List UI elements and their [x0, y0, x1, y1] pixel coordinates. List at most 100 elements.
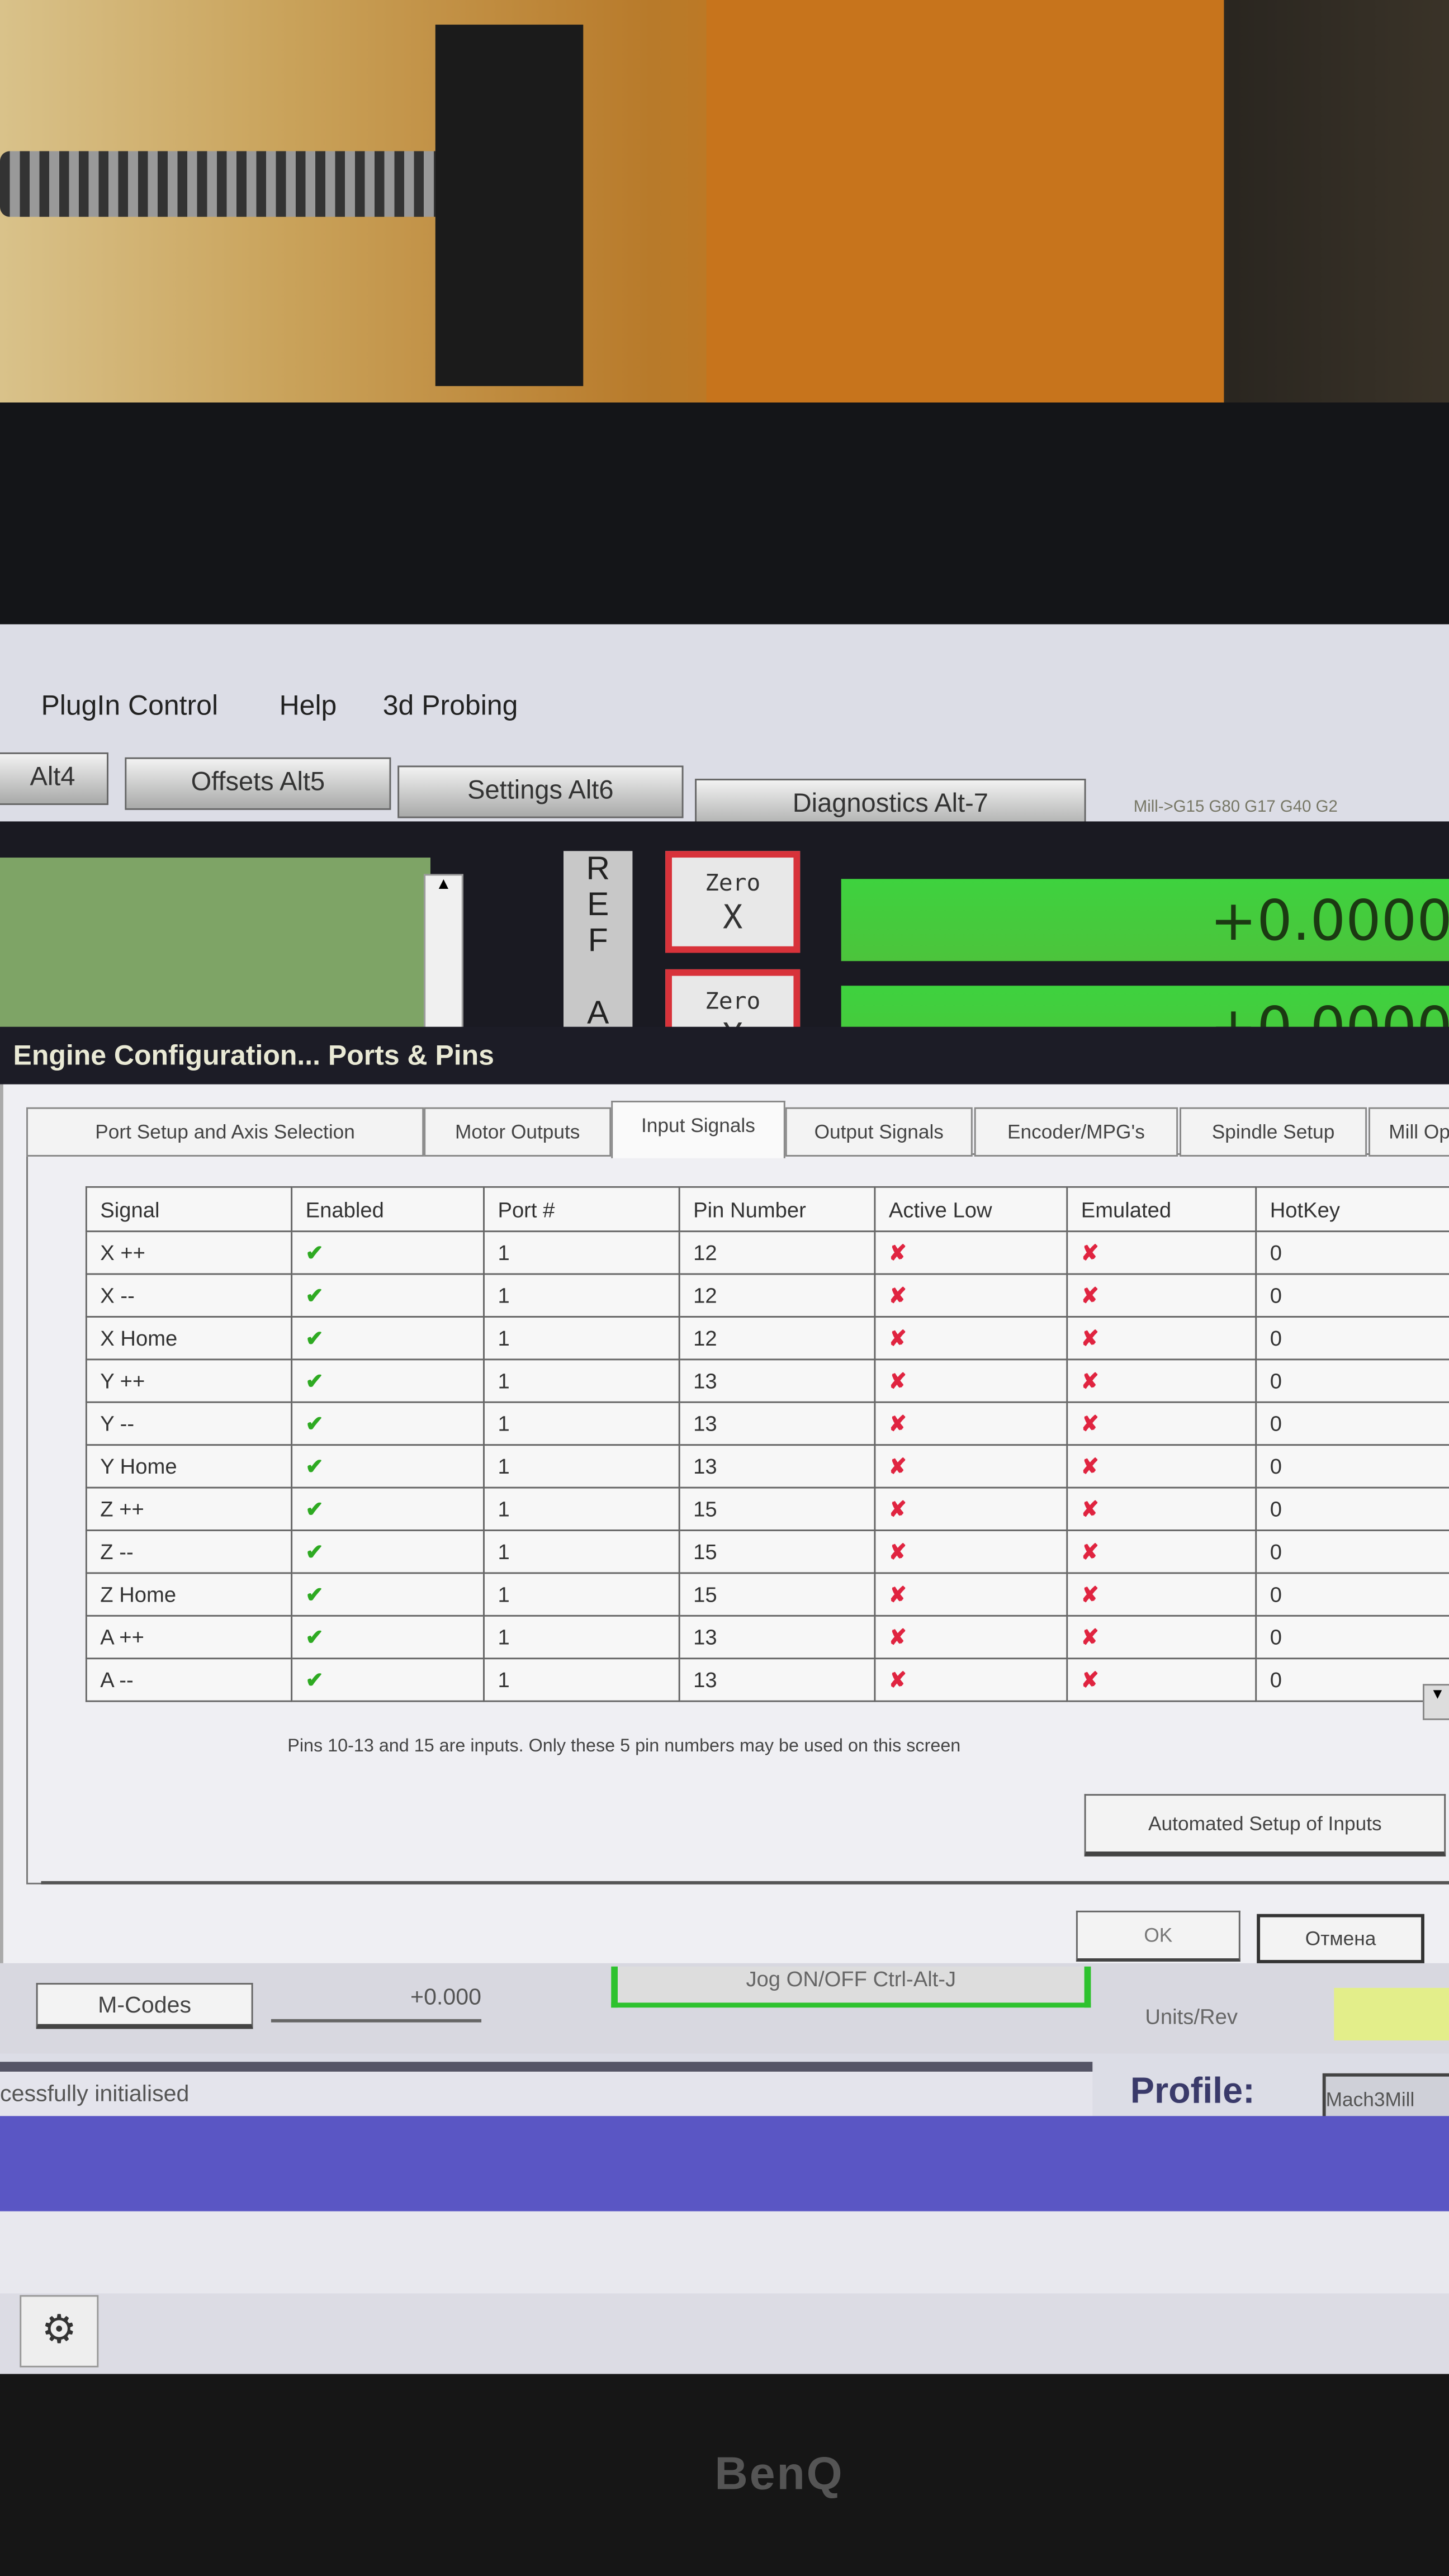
enabled-cell[interactable]: ✔: [291, 1572, 485, 1617]
cross-icon[interactable]: ✘: [888, 1282, 907, 1307]
hotkey-cell[interactable]: 0: [1255, 1530, 1449, 1574]
cross-icon[interactable]: ✘: [1081, 1581, 1099, 1606]
active-low-cell[interactable]: ✘: [874, 1530, 1068, 1574]
active-low-cell[interactable]: ✘: [874, 1401, 1068, 1446]
tab-spindle-setup[interactable]: Spindle Setup: [1180, 1107, 1367, 1157]
hotkey-cell[interactable]: 0: [1255, 1614, 1449, 1660]
check-icon[interactable]: ✔: [305, 1282, 324, 1307]
enabled-cell[interactable]: ✔: [291, 1273, 485, 1318]
check-icon[interactable]: ✔: [305, 1495, 324, 1521]
active-low-cell[interactable]: ✘: [874, 1230, 1068, 1275]
pin-cell[interactable]: 12: [678, 1315, 876, 1361]
hotkey-cell[interactable]: 0: [1255, 1401, 1449, 1446]
cross-icon[interactable]: ✘: [888, 1624, 907, 1649]
check-icon[interactable]: ✔: [305, 1453, 324, 1478]
pin-cell[interactable]: 15: [678, 1486, 876, 1531]
emulated-cell[interactable]: ✘: [1066, 1315, 1257, 1361]
hotkey-cell[interactable]: 0: [1255, 1572, 1449, 1617]
active-low-cell[interactable]: ✘: [874, 1315, 1068, 1361]
cross-icon[interactable]: ✘: [1081, 1538, 1099, 1564]
signal-cell[interactable]: Y ++: [85, 1358, 293, 1403]
signal-cell[interactable]: Z ++: [85, 1486, 293, 1531]
table-row[interactable]: Y Home ✔ 1 13 ✘ ✘ 0: [85, 1444, 1449, 1489]
jog-toggle-button[interactable]: Jog ON/OFF Ctrl-Alt-J: [611, 1966, 1091, 2008]
signal-cell[interactable]: X --: [85, 1273, 293, 1318]
cross-icon[interactable]: ✘: [888, 1581, 907, 1606]
hotkey-cell[interactable]: 0: [1255, 1273, 1449, 1318]
col-pin[interactable]: Pin Number: [678, 1186, 876, 1233]
tab-port-setup[interactable]: Port Setup and Axis Selection: [26, 1107, 424, 1157]
table-row[interactable]: A ++ ✔ 1 13 ✘ ✘ 0: [85, 1614, 1449, 1660]
col-active-low[interactable]: Active Low: [874, 1186, 1068, 1233]
table-row[interactable]: Z Home ✔ 1 15 ✘ ✘ 0: [85, 1572, 1449, 1617]
pin-cell[interactable]: 12: [678, 1230, 876, 1275]
mcodes-button[interactable]: M-Codes: [36, 1983, 253, 2029]
port-cell[interactable]: 1: [483, 1658, 680, 1702]
table-row[interactable]: Z ++ ✔ 1 15 ✘ ✘ 0: [85, 1486, 1449, 1531]
cross-icon[interactable]: ✘: [1081, 1453, 1099, 1478]
cross-icon[interactable]: ✘: [1081, 1624, 1099, 1649]
active-low-cell[interactable]: ✘: [874, 1486, 1068, 1531]
port-cell[interactable]: 1: [483, 1486, 680, 1531]
hotkey-cell[interactable]: 0: [1255, 1230, 1449, 1275]
enabled-cell[interactable]: ✔: [291, 1401, 485, 1446]
cross-icon[interactable]: ✘: [888, 1325, 907, 1350]
screen-tab-settings[interactable]: Settings Alt6: [397, 765, 684, 818]
col-enabled[interactable]: Enabled: [291, 1186, 485, 1233]
menu-plugin-control[interactable]: PlugIn Control: [41, 690, 219, 722]
enabled-cell[interactable]: ✔: [291, 1444, 485, 1489]
enabled-cell[interactable]: ✔: [291, 1358, 485, 1403]
port-cell[interactable]: 1: [483, 1315, 680, 1361]
active-low-cell[interactable]: ✘: [874, 1273, 1068, 1318]
check-icon[interactable]: ✔: [305, 1538, 324, 1564]
pin-cell[interactable]: 13: [678, 1614, 876, 1660]
mach3-taskbar-icon[interactable]: ⚙: [20, 2295, 99, 2367]
signal-cell[interactable]: Z Home: [85, 1572, 293, 1617]
enabled-cell[interactable]: ✔: [291, 1230, 485, 1275]
emulated-cell[interactable]: ✘: [1066, 1401, 1257, 1446]
pin-cell[interactable]: 15: [678, 1572, 876, 1617]
active-low-cell[interactable]: ✘: [874, 1572, 1068, 1617]
cross-icon[interactable]: ✘: [888, 1495, 907, 1521]
pin-cell[interactable]: 12: [678, 1273, 876, 1318]
col-hotkey[interactable]: HotKey: [1255, 1186, 1449, 1233]
enabled-cell[interactable]: ✔: [291, 1658, 485, 1702]
emulated-cell[interactable]: ✘: [1066, 1444, 1257, 1489]
enabled-cell[interactable]: ✔: [291, 1614, 485, 1660]
cancel-button[interactable]: Отмена: [1257, 1914, 1424, 1967]
cross-icon[interactable]: ✘: [1081, 1367, 1099, 1393]
port-cell[interactable]: 1: [483, 1572, 680, 1617]
cross-icon[interactable]: ✘: [1081, 1410, 1099, 1436]
table-row[interactable]: Z -- ✔ 1 15 ✘ ✘ 0: [85, 1530, 1449, 1574]
menu-help[interactable]: Help: [279, 690, 337, 722]
units-rev-field[interactable]: [1334, 1987, 1449, 2040]
automated-setup-button[interactable]: Automated Setup of Inputs: [1084, 1794, 1446, 1857]
ref-all-button[interactable]: REF A: [564, 851, 633, 1048]
cross-icon[interactable]: ✘: [888, 1666, 907, 1692]
cross-icon[interactable]: ✘: [1081, 1495, 1099, 1521]
col-emulated[interactable]: Emulated: [1066, 1186, 1257, 1233]
tab-output-signals[interactable]: Output Signals: [785, 1107, 973, 1157]
port-cell[interactable]: 1: [483, 1230, 680, 1275]
port-cell[interactable]: 1: [483, 1614, 680, 1660]
dro-x[interactable]: +0.0000: [841, 879, 1449, 962]
cross-icon[interactable]: ✘: [1081, 1282, 1099, 1307]
port-cell[interactable]: 1: [483, 1273, 680, 1318]
cross-icon[interactable]: ✘: [888, 1410, 907, 1436]
check-icon[interactable]: ✔: [305, 1581, 324, 1606]
signal-cell[interactable]: X Home: [85, 1315, 293, 1361]
emulated-cell[interactable]: ✘: [1066, 1572, 1257, 1617]
check-icon[interactable]: ✔: [305, 1367, 324, 1393]
check-icon[interactable]: ✔: [305, 1666, 324, 1692]
table-row[interactable]: X ++ ✔ 1 12 ✘ ✘ 0: [85, 1230, 1449, 1275]
hotkey-cell[interactable]: 0: [1255, 1444, 1449, 1489]
signal-cell[interactable]: Y Home: [85, 1444, 293, 1489]
enabled-cell[interactable]: ✔: [291, 1315, 485, 1361]
hotkey-cell[interactable]: 0: [1255, 1315, 1449, 1361]
port-cell[interactable]: 1: [483, 1401, 680, 1446]
emulated-cell[interactable]: ✘: [1066, 1658, 1257, 1702]
pin-cell[interactable]: 13: [678, 1401, 876, 1446]
hotkey-cell[interactable]: 0: [1255, 1358, 1449, 1403]
signal-cell[interactable]: X ++: [85, 1230, 293, 1275]
port-cell[interactable]: 1: [483, 1444, 680, 1489]
